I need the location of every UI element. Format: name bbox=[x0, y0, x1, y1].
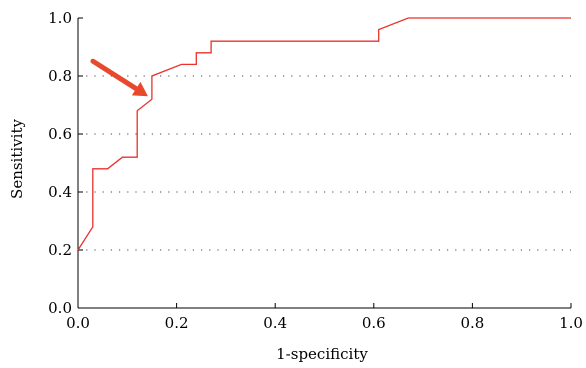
x-tick-label: 0.2 bbox=[165, 314, 189, 332]
annotation-layer bbox=[90, 58, 148, 97]
x-tick-label: 0.8 bbox=[460, 314, 484, 332]
y-tick-label: 0.0 bbox=[48, 299, 72, 317]
y-tick-label: 0.2 bbox=[48, 241, 72, 259]
x-tick-label: 0.0 bbox=[66, 314, 90, 332]
arrow-head bbox=[131, 81, 148, 97]
y-tick-label: 0.8 bbox=[48, 67, 72, 85]
x-tick-label: 1.0 bbox=[559, 314, 583, 332]
x-tick-label: 0.4 bbox=[263, 314, 287, 332]
y-tick-label: 0.4 bbox=[48, 183, 72, 201]
x-tick-label: 0.6 bbox=[362, 314, 386, 332]
annotation-arrow bbox=[90, 58, 148, 97]
series-layer bbox=[77, 17, 571, 251]
x-axis-title: 1-specificity bbox=[276, 345, 368, 363]
y-tick-label: 1.0 bbox=[48, 9, 72, 27]
y-axis-title: Sensitivity bbox=[8, 119, 26, 199]
arrow-shaft bbox=[90, 58, 141, 93]
axes bbox=[77, 17, 572, 309]
roc-curve bbox=[77, 17, 571, 251]
tick-labels: 0.0 0.2 0.4 0.6 0.8 1.0 0.0 0.2 0.4 0.6 0.8 1.0 bbox=[48, 9, 583, 332]
y-tick-label: 0.6 bbox=[48, 125, 72, 143]
grid-lines bbox=[78, 75, 571, 251]
